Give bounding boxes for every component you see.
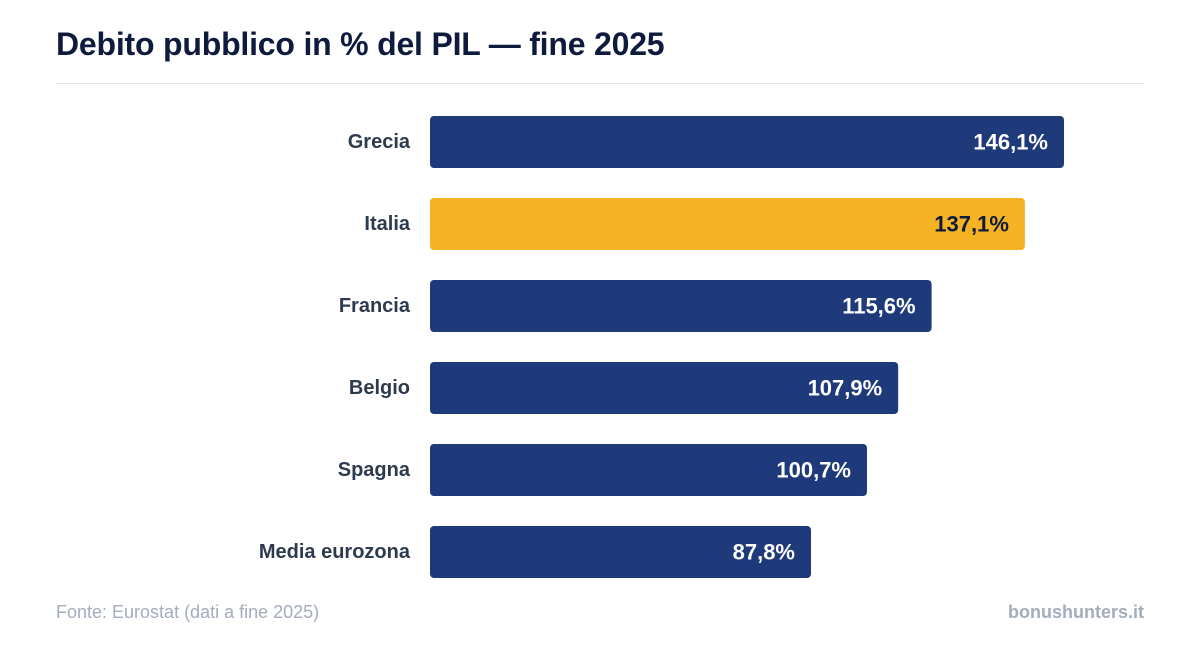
value-label-italia: 137,1% (934, 212, 1009, 237)
bar-media-eurozona (430, 526, 811, 578)
bar-belgio (430, 362, 899, 414)
category-label-media-eurozona: Media eurozona (259, 541, 411, 563)
category-label-spagna: Spagna (338, 459, 411, 481)
category-label-belgio: Belgio (349, 377, 410, 399)
value-label-francia: 115,6% (842, 294, 915, 319)
category-label-grecia: Grecia (348, 131, 411, 153)
bar-italia (430, 198, 1025, 250)
category-label-italia: Italia (364, 213, 410, 235)
bar-grecia (430, 116, 1064, 168)
title-divider (56, 83, 1144, 84)
value-label-spagna: 100,7% (776, 458, 851, 483)
category-label-francia: Francia (339, 295, 411, 317)
brand-label: bonushunters.it (1008, 602, 1144, 622)
bar-spagna (430, 444, 867, 496)
source-note: Fonte: Eurostat (dati a fine 2025) (56, 602, 320, 622)
value-label-media-eurozona: 87,8% (733, 540, 795, 565)
bar-francia (430, 280, 932, 332)
value-label-grecia: 146,1% (973, 130, 1048, 155)
chart-title: Debito pubblico in % del PIL — fine 2025 (56, 26, 665, 62)
value-label-belgio: 107,9% (808, 376, 883, 401)
